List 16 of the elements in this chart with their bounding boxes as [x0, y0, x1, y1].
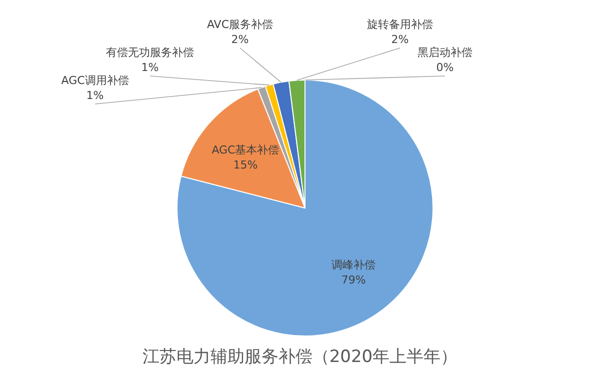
data-label: 2%	[391, 33, 409, 46]
data-label: 1%	[86, 89, 104, 102]
text: 0%	[436, 61, 454, 74]
data-label: 1%	[141, 61, 159, 74]
slice-label: 调峰补偿	[332, 258, 376, 272]
slice-label: 有偿无功服务补偿	[106, 46, 194, 59]
text: 江苏电力辅助服务补偿（2020年上半年）	[142, 347, 458, 367]
slice-label: AVC服务补偿	[206, 18, 274, 31]
data-label: 15%	[233, 158, 258, 172]
data-label: 2%	[231, 33, 249, 46]
pie-slice	[176, 80, 434, 336]
slice-label: AGC基本补偿	[212, 144, 280, 157]
category-label: 黑启动补偿	[418, 46, 472, 59]
slice-label: AGC调用补偿	[61, 74, 129, 87]
data-label: 79%	[341, 274, 366, 287]
slice-label: 旋转备用补偿	[367, 18, 433, 31]
